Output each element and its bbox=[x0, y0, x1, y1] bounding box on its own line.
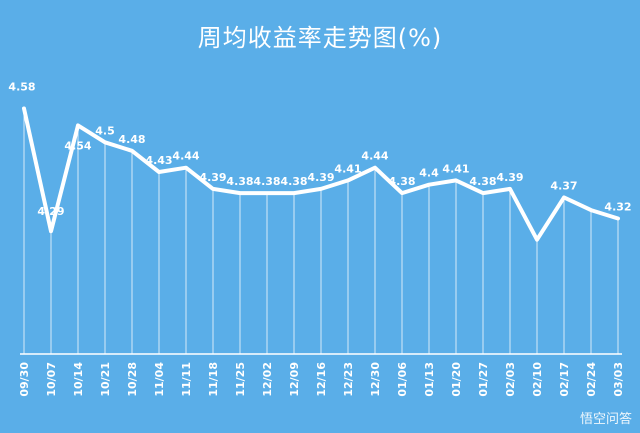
value-label: 4.5 bbox=[95, 124, 115, 137]
value-label: 4.39 bbox=[199, 171, 226, 184]
value-label: 4.44 bbox=[361, 150, 388, 163]
data-point bbox=[562, 195, 566, 199]
x-tick-label: 09/30 bbox=[18, 362, 31, 397]
data-point bbox=[481, 191, 485, 195]
data-point bbox=[427, 183, 431, 187]
value-label: 4.38 bbox=[253, 175, 280, 188]
data-point bbox=[265, 191, 269, 195]
data-point bbox=[103, 140, 107, 144]
value-label: 4.38 bbox=[388, 175, 415, 188]
x-tick-label: 01/20 bbox=[450, 362, 463, 397]
x-tick-label: 01/27 bbox=[477, 362, 490, 397]
value-label: 4.38 bbox=[280, 175, 307, 188]
data-point bbox=[454, 178, 458, 182]
x-tick-label: 12/23 bbox=[342, 362, 355, 397]
data-point bbox=[238, 191, 242, 195]
x-tick-label: 11/25 bbox=[234, 362, 247, 397]
value-label: 4.37 bbox=[550, 179, 577, 192]
x-tick-label: 11/11 bbox=[180, 362, 193, 397]
data-point bbox=[76, 123, 80, 127]
x-tick-label: 10/14 bbox=[72, 362, 85, 397]
data-point bbox=[508, 187, 512, 191]
data-point bbox=[373, 166, 377, 170]
data-point bbox=[400, 191, 404, 195]
value-label: 4.43 bbox=[145, 154, 172, 167]
x-tick-label: 10/07 bbox=[45, 362, 58, 397]
value-label: 4.48 bbox=[118, 133, 145, 146]
data-point bbox=[589, 208, 593, 212]
value-label: 4.54 bbox=[64, 139, 91, 152]
x-tick-label: 02/10 bbox=[531, 362, 544, 397]
data-point bbox=[346, 178, 350, 182]
value-label: 4.29 bbox=[37, 205, 64, 218]
value-label: 4.44 bbox=[172, 150, 199, 163]
data-point bbox=[157, 170, 161, 174]
value-label: 4.39 bbox=[307, 171, 334, 184]
data-point bbox=[49, 229, 53, 233]
x-tick-label: 11/04 bbox=[153, 362, 166, 397]
x-tick-label: 12/09 bbox=[288, 362, 301, 397]
x-tick-label: 12/16 bbox=[315, 362, 328, 397]
chart-title: 周均收益率走势图(%) bbox=[197, 24, 443, 52]
data-point bbox=[211, 187, 215, 191]
watermark-text: 悟空问答 bbox=[579, 412, 632, 427]
value-label: 4.41 bbox=[334, 162, 361, 175]
data-point bbox=[22, 106, 26, 110]
value-label: 4.4 bbox=[419, 167, 439, 180]
x-tick-label: 02/17 bbox=[558, 362, 571, 397]
data-point bbox=[184, 166, 188, 170]
data-point bbox=[319, 187, 323, 191]
data-point bbox=[535, 238, 539, 242]
value-label: 4.38 bbox=[469, 175, 496, 188]
value-label: 4.39 bbox=[496, 171, 523, 184]
data-point bbox=[292, 191, 296, 195]
x-tick-label: 10/28 bbox=[126, 362, 139, 397]
value-label: 4.38 bbox=[226, 175, 253, 188]
value-label: 4.32 bbox=[604, 201, 631, 214]
x-tick-label: 02/03 bbox=[504, 362, 517, 397]
x-tick-label: 11/18 bbox=[207, 362, 220, 397]
data-point bbox=[616, 217, 620, 221]
value-label: 4.58 bbox=[8, 80, 35, 93]
x-tick-label: 10/21 bbox=[99, 362, 112, 397]
x-tick-label: 03/03 bbox=[612, 362, 625, 397]
x-tick-label: 12/02 bbox=[261, 362, 274, 397]
x-tick-label: 01/13 bbox=[423, 362, 436, 397]
value-label: 4.41 bbox=[442, 162, 469, 175]
x-tick-label: 02/24 bbox=[585, 362, 598, 397]
x-tick-label: 01/06 bbox=[396, 362, 409, 397]
x-tick-label: 12/30 bbox=[369, 362, 382, 397]
data-point bbox=[130, 149, 134, 153]
